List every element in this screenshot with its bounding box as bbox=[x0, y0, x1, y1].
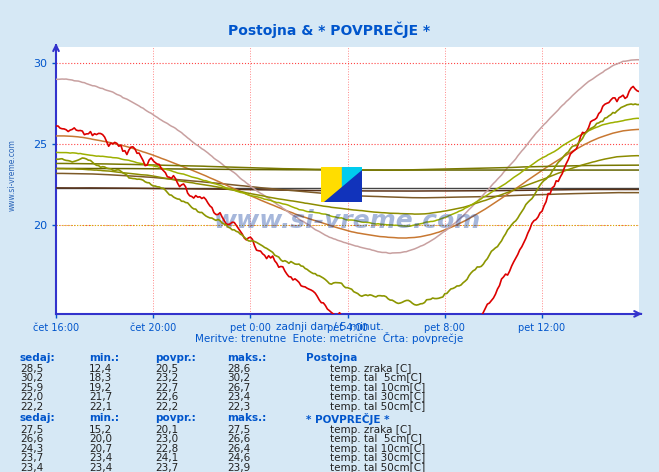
Text: 23,0: 23,0 bbox=[155, 434, 178, 444]
Bar bbox=[322, 167, 342, 202]
Text: 20,5: 20,5 bbox=[155, 364, 178, 374]
Text: 25,9: 25,9 bbox=[20, 383, 43, 393]
Text: 30,2: 30,2 bbox=[227, 373, 250, 383]
Text: 21,7: 21,7 bbox=[89, 392, 112, 402]
Text: 23,4: 23,4 bbox=[227, 392, 250, 402]
Text: 23,4: 23,4 bbox=[20, 463, 43, 472]
Text: 15,2: 15,2 bbox=[89, 425, 112, 435]
Text: 23,4: 23,4 bbox=[89, 453, 112, 463]
Text: 22,7: 22,7 bbox=[155, 383, 178, 393]
Text: povpr.:: povpr.: bbox=[155, 413, 196, 423]
Text: 22,1: 22,1 bbox=[89, 402, 112, 412]
Text: maks.:: maks.: bbox=[227, 353, 267, 362]
Text: 22,0: 22,0 bbox=[20, 392, 43, 402]
Text: 27,5: 27,5 bbox=[227, 425, 250, 435]
Text: sedaj:: sedaj: bbox=[20, 413, 55, 423]
Text: 26,6: 26,6 bbox=[227, 434, 250, 444]
Text: 23,2: 23,2 bbox=[155, 373, 178, 383]
Text: temp. tal 50cm[C]: temp. tal 50cm[C] bbox=[330, 463, 425, 472]
Text: temp. tal 10cm[C]: temp. tal 10cm[C] bbox=[330, 444, 425, 454]
Text: 26,4: 26,4 bbox=[227, 444, 250, 454]
Text: sedaj:: sedaj: bbox=[20, 353, 55, 362]
Text: temp. tal 50cm[C]: temp. tal 50cm[C] bbox=[330, 402, 425, 412]
Text: temp. tal 10cm[C]: temp. tal 10cm[C] bbox=[330, 383, 425, 393]
Text: 23,7: 23,7 bbox=[155, 463, 178, 472]
Text: * POVPREČJE *: * POVPREČJE * bbox=[306, 413, 390, 425]
Text: Meritve: trenutne  Enote: metrične  Črta: povprečje: Meritve: trenutne Enote: metrične Črta: … bbox=[195, 332, 464, 344]
Text: 22,8: 22,8 bbox=[155, 444, 178, 454]
Text: 24,6: 24,6 bbox=[227, 453, 250, 463]
Text: 23,4: 23,4 bbox=[89, 463, 112, 472]
Text: 18,3: 18,3 bbox=[89, 373, 112, 383]
Text: 22,6: 22,6 bbox=[155, 392, 178, 402]
Text: 27,5: 27,5 bbox=[20, 425, 43, 435]
Text: 26,7: 26,7 bbox=[227, 383, 250, 393]
Text: min.:: min.: bbox=[89, 353, 119, 362]
Text: 19,2: 19,2 bbox=[89, 383, 112, 393]
Bar bbox=[342, 167, 362, 202]
Text: 28,6: 28,6 bbox=[227, 364, 250, 374]
Text: www.si-vreme.com: www.si-vreme.com bbox=[214, 209, 481, 233]
Text: 20,1: 20,1 bbox=[155, 425, 178, 435]
Text: temp. tal 30cm[C]: temp. tal 30cm[C] bbox=[330, 392, 425, 402]
Text: 28,5: 28,5 bbox=[20, 364, 43, 374]
Text: 22,2: 22,2 bbox=[20, 402, 43, 412]
Text: 20,7: 20,7 bbox=[89, 444, 112, 454]
Text: 30,2: 30,2 bbox=[20, 373, 43, 383]
Text: zadnji dan / 5 minut.: zadnji dan / 5 minut. bbox=[275, 322, 384, 332]
Text: 23,7: 23,7 bbox=[20, 453, 43, 463]
Text: 24,3: 24,3 bbox=[20, 444, 43, 454]
Text: maks.:: maks.: bbox=[227, 413, 267, 423]
Text: temp. tal  5cm[C]: temp. tal 5cm[C] bbox=[330, 434, 422, 444]
Text: temp. tal  5cm[C]: temp. tal 5cm[C] bbox=[330, 373, 422, 383]
Text: Postojna: Postojna bbox=[306, 353, 358, 362]
Text: 24,1: 24,1 bbox=[155, 453, 178, 463]
Text: 23,9: 23,9 bbox=[227, 463, 250, 472]
Text: 22,2: 22,2 bbox=[155, 402, 178, 412]
Polygon shape bbox=[324, 170, 362, 202]
Text: min.:: min.: bbox=[89, 413, 119, 423]
Text: Postojna & * POVPREČJE *: Postojna & * POVPREČJE * bbox=[229, 21, 430, 38]
Text: 26,6: 26,6 bbox=[20, 434, 43, 444]
Text: 22,3: 22,3 bbox=[227, 402, 250, 412]
Text: temp. zraka [C]: temp. zraka [C] bbox=[330, 425, 411, 435]
Text: temp. zraka [C]: temp. zraka [C] bbox=[330, 364, 411, 374]
Text: temp. tal 30cm[C]: temp. tal 30cm[C] bbox=[330, 453, 425, 463]
Text: 20,0: 20,0 bbox=[89, 434, 112, 444]
Text: povpr.:: povpr.: bbox=[155, 353, 196, 362]
Text: 12,4: 12,4 bbox=[89, 364, 112, 374]
Text: www.si-vreme.com: www.si-vreme.com bbox=[8, 139, 17, 211]
